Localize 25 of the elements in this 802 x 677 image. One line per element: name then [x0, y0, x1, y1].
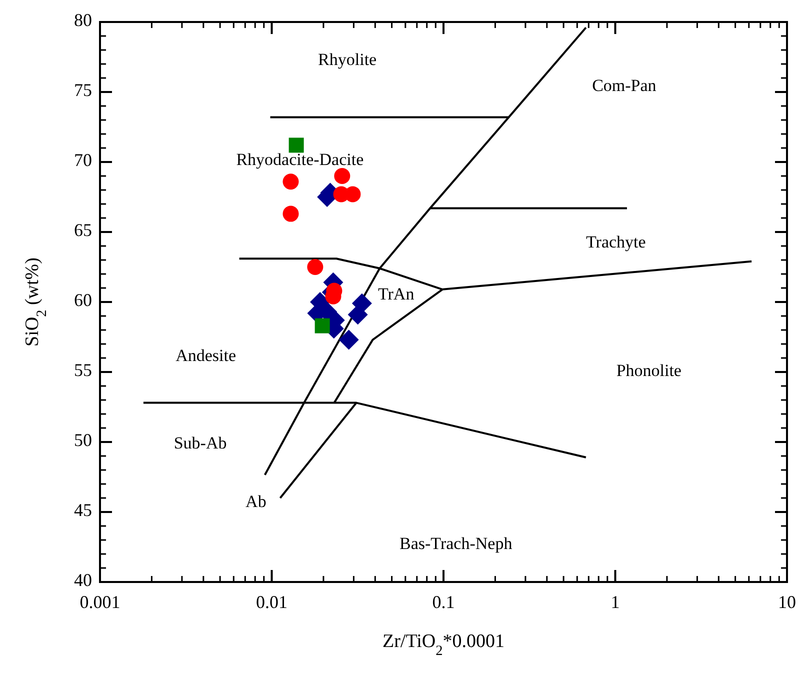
y-tick-label: 70: [74, 150, 92, 170]
x-axis-title: Zr/TiO$_{2}$*0.0001: [382, 631, 505, 659]
x-tick-label: 0.001: [80, 592, 120, 612]
y-tick-label: 80: [74, 10, 92, 30]
y-tick-label: 50: [74, 430, 92, 450]
x-tick-label: 0.01: [256, 592, 288, 612]
annotation: Rhyodacite-Dacite: [236, 150, 364, 169]
x-tick-label: 10: [778, 592, 796, 612]
annotation: Rhyolite: [318, 50, 377, 70]
y-tick-label: 65: [74, 220, 92, 240]
annotation: TrAn: [378, 284, 415, 304]
x-tick-label: 0.1: [432, 592, 455, 612]
x-tick-label: 1: [610, 592, 620, 612]
annotation: Phonolite: [616, 360, 682, 380]
annotation: Bas-Trach-Neph: [400, 534, 513, 553]
y-tick-label: 75: [74, 80, 92, 100]
y-tick-label: 55: [74, 360, 92, 380]
annotation: Sub-Ab: [174, 434, 227, 453]
y-tick-label: 40: [74, 570, 92, 590]
annotation: Com-Pan: [592, 76, 657, 95]
y-tick-label: 60: [74, 290, 92, 310]
annotation: Ab: [246, 492, 266, 511]
annotation: Andesite: [176, 346, 236, 365]
annotation: Trachyte: [586, 232, 646, 252]
y-tick-label: 45: [74, 500, 92, 520]
